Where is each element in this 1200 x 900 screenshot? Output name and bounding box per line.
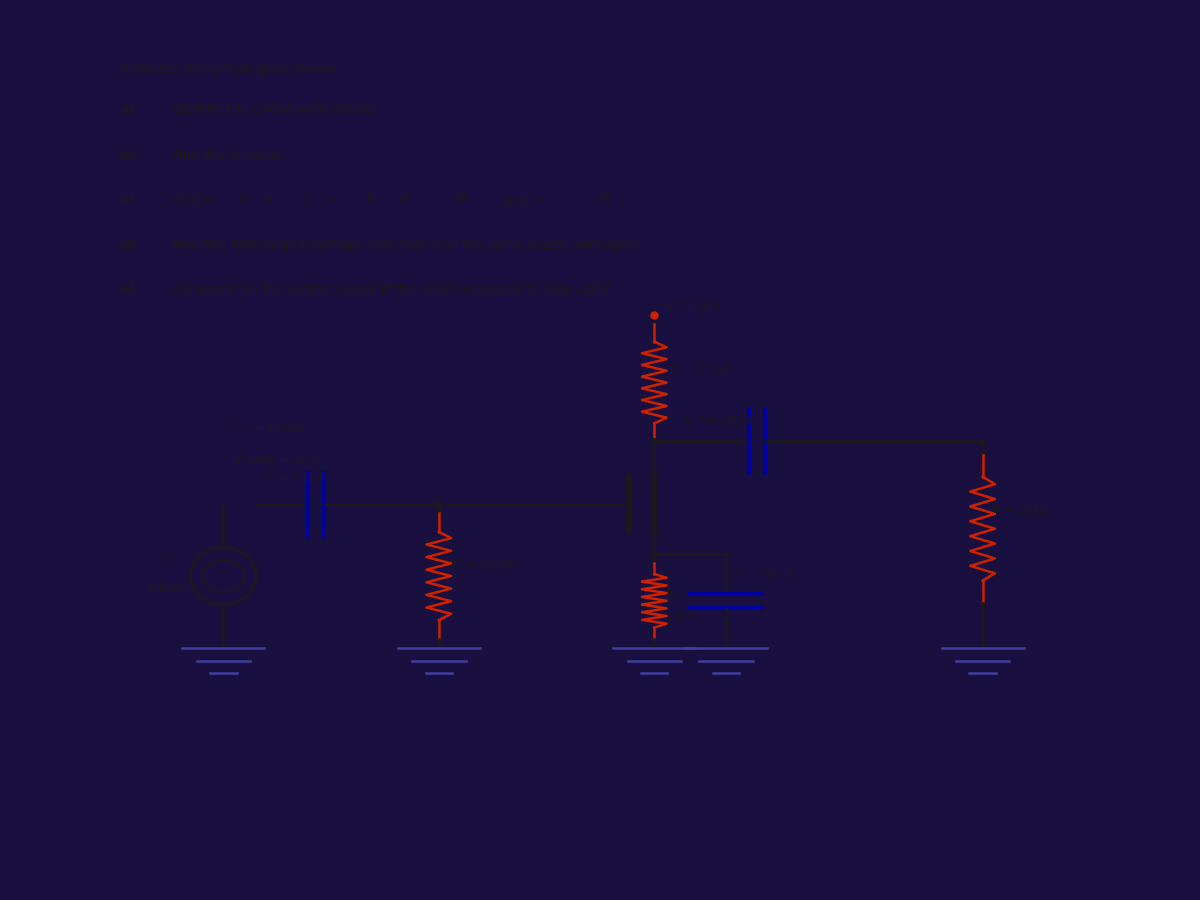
Text: e): e) <box>121 284 136 296</box>
Text: ,V: ,V <box>259 194 272 206</box>
Text: , V: , V <box>388 194 409 206</box>
Text: GS: GS <box>598 194 612 203</box>
Text: G: G <box>239 194 246 203</box>
Text: Find V: Find V <box>172 194 212 206</box>
Text: Cₛ = 100 μF: Cₛ = 100 μF <box>737 571 794 580</box>
Text: Iᴰₛₛ = 10 mA: Iᴰₛₛ = 10 mA <box>234 424 302 434</box>
Text: D: D <box>367 194 374 203</box>
Text: Rₗ = 22 kΩ: Rₗ = 22 kΩ <box>992 505 1048 515</box>
Text: DS: DS <box>455 194 468 203</box>
Text: Vᴰᴰ =18 V: Vᴰᴰ =18 V <box>665 302 721 312</box>
Text: Consider the circuit given below: Consider the circuit given below <box>121 63 336 76</box>
Text: c): c) <box>121 194 134 206</box>
Text: Cᴵⁿ = 0.1 μF: Cᴵⁿ = 0.1 μF <box>264 473 325 483</box>
Text: 220 Ω: 220 Ω <box>667 611 696 621</box>
Text: Identify the circuit with details: Identify the circuit with details <box>172 104 376 116</box>
Text: S: S <box>300 194 306 203</box>
Text: 300 mVₚₚ: 300 mVₚₚ <box>146 584 196 594</box>
Text: Vᴵⁿ =: Vᴵⁿ = <box>162 554 187 564</box>
Text: d): d) <box>121 238 137 251</box>
Text: Rᴰ = 2.7 kΩ: Rᴰ = 2.7 kΩ <box>670 365 731 375</box>
Text: V: V <box>320 194 335 206</box>
Text: Rᴳ = 1.5 MΩ: Rᴳ = 1.5 MΩ <box>451 559 515 569</box>
Text: Find the RMS output voltage and draw it In the same graph with input: Find the RMS output voltage and draw it … <box>172 238 638 251</box>
Text: b): b) <box>121 148 137 161</box>
Text: Comment on the output signal if the input increases to Vinp=20V: Comment on the output signal if the inpu… <box>172 284 611 296</box>
Text: Rₛ =: Rₛ = <box>667 589 689 598</box>
Text: Find the Q-point: Find the Q-point <box>172 148 280 161</box>
Text: a): a) <box>121 104 136 116</box>
Text: Cₒᵁᵗ = 100 μF: Cₒᵁᵗ = 100 μF <box>685 415 755 425</box>
Text: Vᴳₛ(off) = −6 V: Vᴳₛ(off) = −6 V <box>234 455 318 465</box>
Text: and V: and V <box>500 194 544 206</box>
